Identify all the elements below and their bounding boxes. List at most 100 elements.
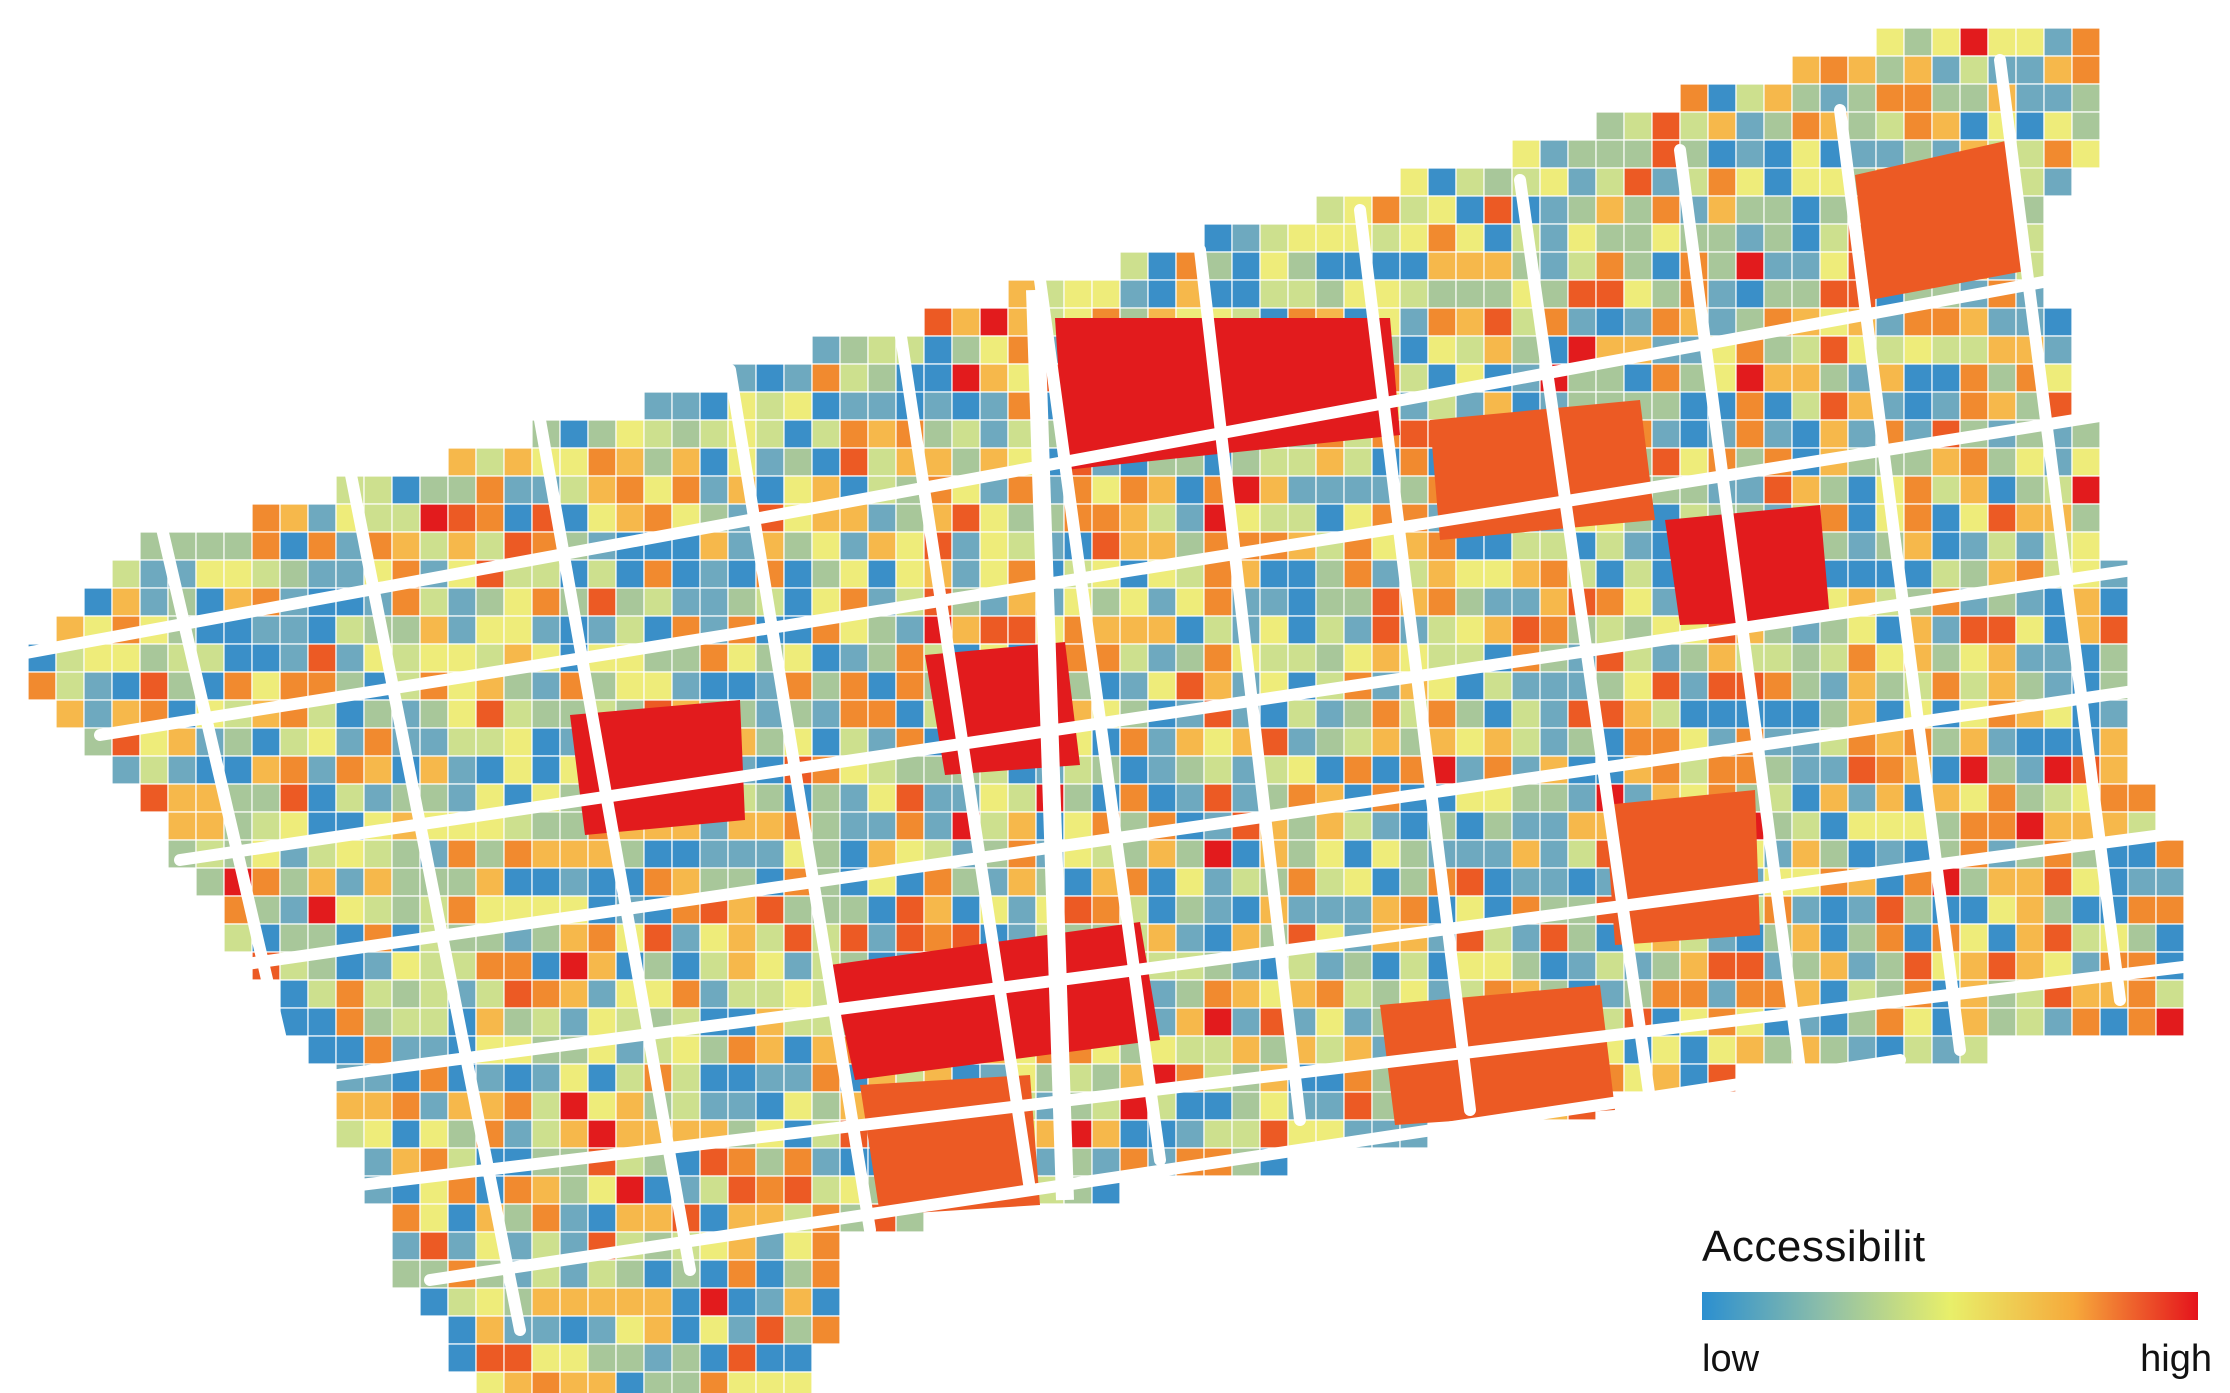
parcel — [1791, 923, 1821, 953]
parcel — [1287, 587, 1317, 617]
parcel — [1147, 587, 1177, 617]
parcel — [1987, 447, 2017, 477]
parcel — [783, 587, 813, 617]
parcel — [1287, 503, 1317, 533]
parcel — [2043, 923, 2073, 953]
parcel — [2127, 1007, 2157, 1037]
parcel — [559, 1007, 589, 1037]
parcel — [587, 587, 617, 617]
parcel — [335, 1035, 365, 1065]
parcel — [1651, 1035, 1681, 1065]
parcel — [1063, 279, 1093, 309]
street — [724, 364, 876, 1236]
parcel — [1959, 447, 1989, 477]
parcel — [1371, 951, 1401, 981]
parcel — [699, 839, 729, 869]
parcel — [531, 1175, 561, 1205]
parcel — [755, 1063, 785, 1093]
parcel — [1623, 279, 1653, 309]
parcel — [2043, 55, 2073, 85]
parcel — [559, 475, 589, 505]
parcel — [1791, 83, 1821, 113]
parcel — [2015, 755, 2045, 785]
parcel — [1007, 867, 1037, 897]
street — [154, 514, 336, 1256]
parcel — [531, 671, 561, 701]
parcel — [1175, 755, 1205, 785]
parcel — [1119, 475, 1149, 505]
parcel — [475, 1063, 505, 1093]
parcel — [1259, 279, 1289, 309]
parcel — [1147, 251, 1177, 281]
parcel — [2043, 335, 2073, 365]
parcel — [335, 755, 365, 785]
parcel — [2099, 727, 2129, 757]
parcel — [615, 587, 645, 617]
parcel — [2015, 951, 2045, 981]
parcel — [391, 1147, 421, 1177]
parcel — [951, 559, 981, 589]
parcel — [1679, 419, 1709, 449]
parcel — [1595, 587, 1625, 617]
parcel — [447, 727, 477, 757]
parcel — [223, 531, 253, 561]
parcel — [923, 867, 953, 897]
parcel — [475, 867, 505, 897]
parcel — [503, 979, 533, 1009]
parcel — [1847, 671, 1877, 701]
parcel — [1343, 867, 1373, 897]
parcel — [475, 755, 505, 785]
parcel — [1679, 83, 1709, 113]
parcel — [811, 1315, 841, 1345]
high-accessibility-block — [1430, 400, 1655, 540]
parcel — [1623, 139, 1653, 169]
parcel — [867, 811, 897, 841]
parcel — [363, 867, 393, 897]
parcel — [1455, 727, 1485, 757]
parcel — [307, 531, 337, 561]
parcel — [1455, 307, 1485, 337]
parcel — [1707, 979, 1737, 1009]
parcel — [307, 895, 337, 925]
parcel — [2071, 503, 2101, 533]
parcel — [587, 419, 617, 449]
parcel — [783, 447, 813, 477]
parcel — [923, 783, 953, 813]
parcel — [2071, 895, 2101, 925]
parcel — [1063, 783, 1093, 813]
parcel — [1987, 531, 2017, 561]
parcel — [111, 559, 141, 589]
parcel — [1931, 727, 1961, 757]
parcel — [1455, 755, 1485, 785]
parcel — [1007, 531, 1037, 561]
parcel — [783, 1175, 813, 1205]
parcel — [475, 1007, 505, 1037]
parcel — [1623, 559, 1653, 589]
parcel — [1287, 699, 1317, 729]
parcel — [559, 1063, 589, 1093]
parcel — [1315, 195, 1345, 225]
parcel — [1959, 335, 1989, 365]
parcel — [1343, 699, 1373, 729]
parcel — [839, 531, 869, 561]
parcel — [1455, 223, 1485, 253]
parcel — [1847, 111, 1877, 141]
parcel — [503, 1091, 533, 1121]
parcel — [1595, 307, 1625, 337]
parcel — [1819, 643, 1849, 673]
parcel — [755, 923, 785, 953]
parcel — [1763, 755, 1793, 785]
parcel — [1735, 475, 1765, 505]
parcel — [2155, 895, 2185, 925]
parcel — [1175, 1007, 1205, 1037]
parcel — [1959, 923, 1989, 953]
parcel — [1875, 111, 1905, 141]
parcel — [335, 643, 365, 673]
parcel — [979, 363, 1009, 393]
parcel — [1147, 755, 1177, 785]
parcel — [223, 643, 253, 673]
parcel — [1231, 839, 1261, 869]
parcel — [1847, 559, 1877, 589]
parcel — [1623, 671, 1653, 701]
parcel — [839, 391, 869, 421]
